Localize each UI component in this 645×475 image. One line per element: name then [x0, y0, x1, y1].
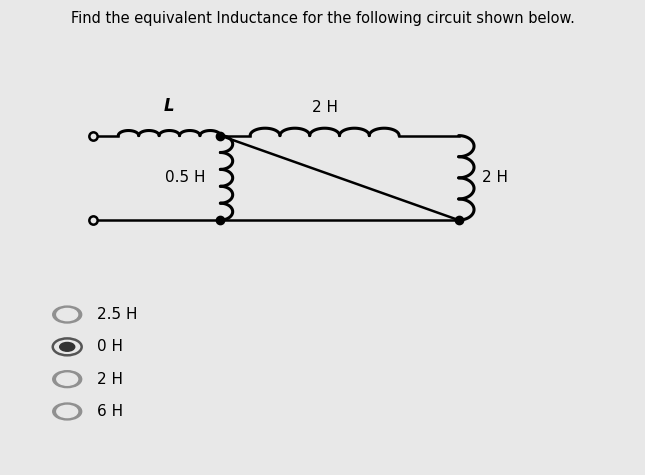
Circle shape [53, 306, 82, 323]
Circle shape [57, 405, 77, 418]
Text: 2.5 H: 2.5 H [97, 307, 137, 322]
Circle shape [57, 373, 77, 385]
Circle shape [53, 370, 82, 388]
Text: L: L [164, 97, 175, 115]
Text: 2 H: 2 H [97, 371, 123, 387]
Circle shape [57, 308, 77, 321]
Circle shape [60, 342, 75, 351]
Text: 0 H: 0 H [97, 339, 123, 354]
Text: 6 H: 6 H [97, 404, 123, 419]
Circle shape [53, 403, 82, 420]
Text: 2 H: 2 H [312, 100, 337, 115]
Text: Find the equivalent Inductance for the following circuit shown below.: Find the equivalent Inductance for the f… [70, 11, 575, 26]
Text: 0.5 H: 0.5 H [164, 171, 205, 185]
Text: 2 H: 2 H [482, 171, 508, 185]
